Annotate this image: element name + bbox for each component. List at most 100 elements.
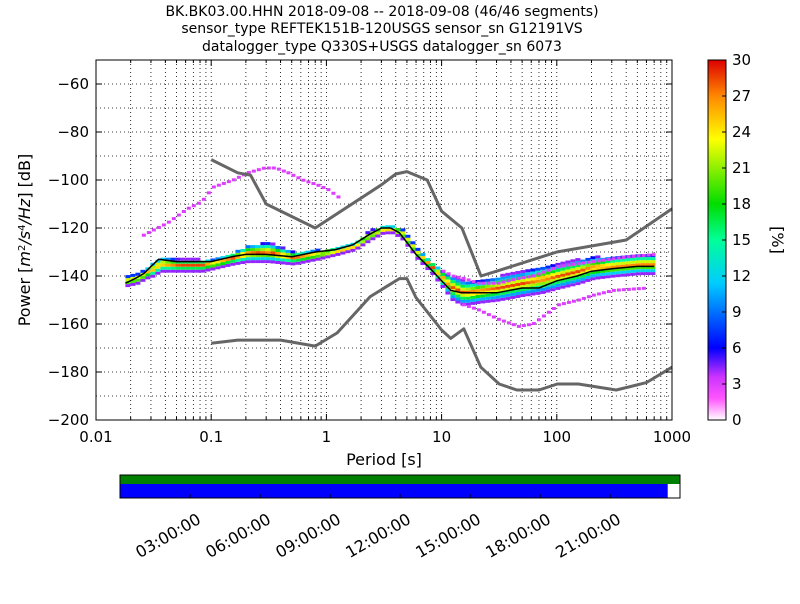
psd-density-cell [240, 255, 246, 259]
psd-density-cell [540, 272, 546, 276]
psd-density-cell [265, 254, 271, 258]
psd-density-cell [625, 273, 631, 277]
psd-density-cell [550, 270, 556, 274]
psd-density-cell [180, 266, 186, 270]
psd-density-cell [185, 266, 191, 270]
psd-density-cell [165, 263, 171, 267]
psd-density-cell [570, 280, 576, 284]
x-tick-label: 1000 [653, 428, 691, 446]
psd-density-cell [235, 252, 241, 256]
psd-density-cell [646, 253, 651, 257]
psd-density-cell [595, 273, 601, 277]
psd-density-cell [355, 243, 361, 247]
psd-density-cell [165, 269, 171, 273]
psd-density-cell [466, 278, 471, 282]
psd-density-cell [640, 266, 646, 270]
psd-density-cell [190, 257, 196, 261]
psd-density-cell [205, 265, 211, 269]
psd-density-cell [140, 278, 146, 282]
psd-density-cell [620, 270, 626, 274]
psd-density-cell [550, 282, 556, 286]
psd-density-cell [245, 260, 251, 264]
psd-density-cell [130, 273, 136, 277]
psd-density-cell [635, 263, 641, 267]
psd-density-cell [295, 255, 301, 259]
psd-density-cell [530, 289, 536, 293]
psd-density-cell [140, 275, 146, 279]
psd-density-cell [205, 262, 211, 266]
psd-density-cell [490, 293, 496, 297]
psd-density-cell [191, 204, 196, 208]
psd-density-cell [470, 295, 476, 299]
psd-density-cell [340, 248, 346, 252]
mean-psd-curve [125, 227, 655, 294]
psd-density-cell [160, 260, 166, 264]
psd-density-cell [166, 220, 171, 224]
psd-density-cell [556, 303, 561, 307]
psd-density-cell [636, 254, 641, 258]
psd-density-cell [485, 284, 491, 288]
psd-density-cell [496, 281, 501, 285]
psd-density-cell [370, 234, 376, 238]
psd-density-cell [260, 257, 266, 261]
psd-density-cell [611, 257, 616, 261]
psd-density-cell [645, 260, 651, 264]
psd-density-cell [510, 292, 516, 296]
psd-density-cell [521, 324, 526, 328]
psd-density-cell [130, 282, 136, 286]
psd-density-cell [565, 269, 571, 273]
psd-density-cell [440, 275, 446, 279]
psd-density-cell [420, 256, 426, 260]
psd-density-cell [525, 278, 531, 282]
psd-density-cell [400, 234, 406, 238]
psd-density-cell [511, 323, 516, 327]
psd-density-cell [580, 268, 586, 272]
psd-density-cell [475, 286, 481, 290]
psd-density-cell [580, 265, 586, 269]
psd-density-cell [520, 279, 526, 283]
psd-density-cell [635, 269, 641, 273]
psd-density-cell [211, 185, 216, 189]
psd-density-cell [340, 251, 346, 255]
psd-density-cell [576, 298, 581, 302]
psd-density-cell [585, 263, 591, 267]
psd-density-cell [331, 191, 336, 195]
psd-density-cell [606, 258, 611, 262]
psd-density-cell [440, 284, 446, 288]
psd-density-cell [580, 259, 586, 263]
psd-density-cell [261, 166, 266, 170]
psd-density-cell [425, 267, 431, 271]
psd-density-cell [605, 275, 611, 279]
psd-density-cell [520, 288, 526, 292]
psd-density-cell [560, 273, 566, 277]
psd-density-cell [285, 261, 291, 265]
psd-density-cell [295, 252, 301, 256]
psd-density-cell [601, 258, 606, 262]
psd-density-cell [265, 257, 271, 261]
psd-density-cell [245, 245, 251, 249]
psd-density-cell [560, 279, 566, 283]
psd-density-cell [175, 263, 181, 267]
psd-density-cell [565, 266, 571, 270]
psd-density-cell [325, 255, 331, 259]
psd-density-cell [280, 252, 286, 256]
psd-density-cell [285, 252, 291, 256]
psd-density-cell [405, 234, 411, 238]
psd-density-cell [570, 283, 576, 287]
psd-density-cell [225, 257, 231, 261]
psd-density-cell [455, 294, 461, 298]
psd-density-cell [520, 285, 526, 289]
psd-density-cell [470, 286, 476, 290]
psd-density-cell [540, 266, 546, 270]
psd-density-cell [400, 228, 406, 232]
psd-density-cell [265, 245, 271, 249]
psd-density-cell [250, 251, 256, 255]
psd-density-cell [585, 278, 591, 282]
psd-density-cell [520, 294, 526, 298]
colorbar-tick-label: 0 [732, 411, 742, 429]
psd-density-cell [365, 237, 371, 241]
psd-density-cell [265, 260, 271, 264]
psd-density-cell [430, 263, 436, 267]
psd-density-cell [500, 294, 506, 298]
